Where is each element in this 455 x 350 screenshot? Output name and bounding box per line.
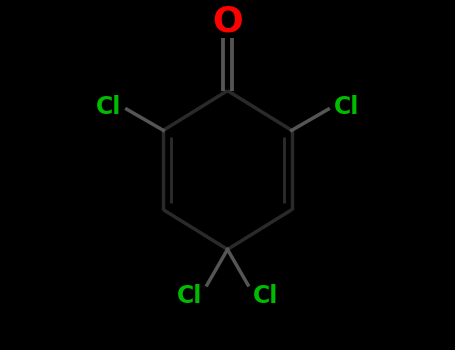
Text: Cl: Cl bbox=[96, 94, 121, 119]
Text: Cl: Cl bbox=[177, 284, 202, 308]
Text: Cl: Cl bbox=[334, 94, 359, 119]
Text: O: O bbox=[212, 5, 243, 39]
Text: Cl: Cl bbox=[253, 284, 278, 308]
